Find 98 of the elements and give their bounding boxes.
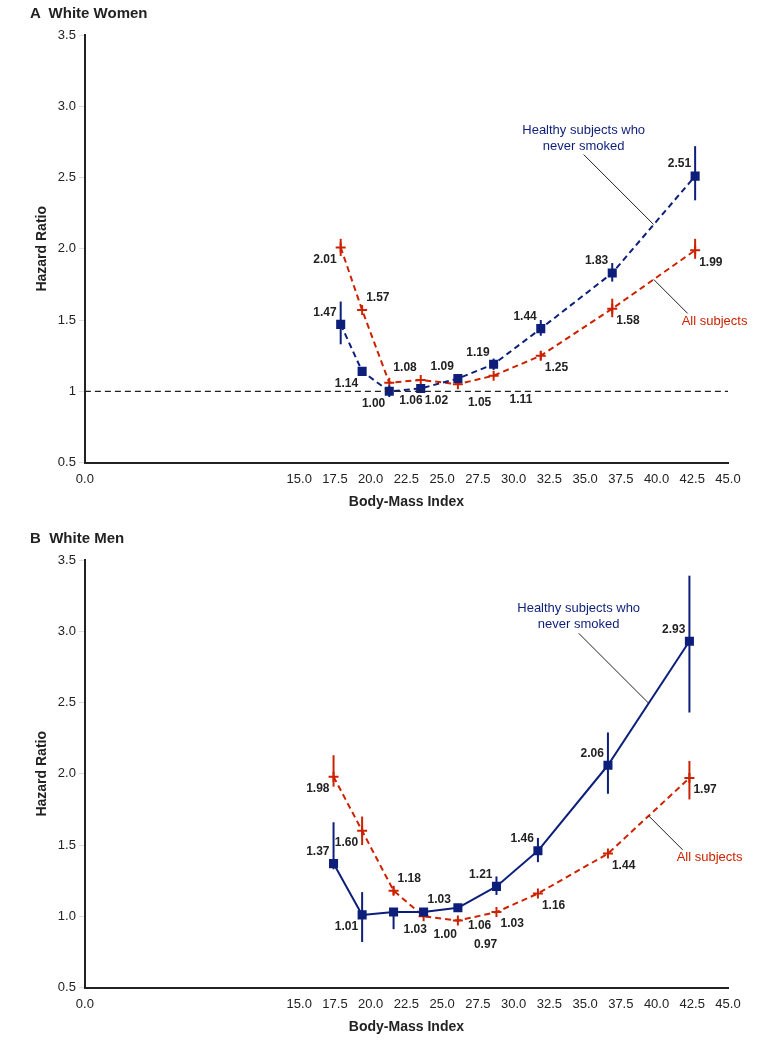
x-axis-title: Body-Mass Index	[348, 1018, 465, 1035]
x-tick-label: 40.0	[643, 995, 670, 1011]
x-tick-label: 15.0	[286, 470, 312, 486]
x-tick-label: 17.5	[322, 995, 348, 1011]
y-tick-label: 3.5	[57, 551, 76, 567]
data-label: 1.11	[509, 391, 533, 406]
y-tick-label: 1.0	[57, 907, 76, 923]
data-label: 1.58	[616, 312, 640, 327]
y-tick-label: 3.0	[57, 97, 76, 113]
point	[453, 903, 463, 913]
x-tick-label: 0.0	[75, 995, 94, 1011]
point	[607, 268, 617, 278]
data-label: 2.06	[580, 745, 605, 760]
y-axis-title: Hazard Ratio	[33, 206, 50, 292]
x-tick-label: 27.5	[465, 470, 491, 486]
data-label: 2.51	[667, 156, 692, 171]
data-label: 1.44	[513, 308, 538, 323]
point	[357, 366, 367, 376]
point	[531, 887, 544, 900]
point	[451, 914, 464, 927]
data-label: 1.21	[469, 866, 493, 881]
x-axis-title: Body-Mass Index	[348, 493, 465, 510]
y-tick-label: 2.0	[57, 240, 76, 256]
x-tick-label: 0.0	[75, 470, 94, 486]
text: Healthy subjects who never smoked	[517, 600, 641, 632]
data-label: 1.05	[467, 394, 492, 409]
x-tick-label: 32.5	[536, 470, 563, 486]
data-label: 1.14	[334, 375, 359, 390]
x-tick-label: 37.5	[608, 470, 634, 486]
data-label: 1.60	[334, 835, 359, 850]
y-axis-title: Hazard Ratio	[33, 731, 50, 817]
chart-title: A White Women	[30, 4, 148, 22]
y-tick-label: 1	[68, 382, 76, 398]
x-tick-label: 25.0	[429, 470, 455, 486]
x-tick-label: 20.0	[358, 995, 384, 1011]
point	[601, 847, 614, 860]
point	[487, 369, 500, 382]
x-tick-label: 35.0	[572, 995, 598, 1011]
x-tick-label: 20.0	[358, 470, 384, 486]
data-label: 1.03	[500, 916, 525, 931]
x-tick-label: 45.0	[715, 995, 741, 1011]
x-tick-label: 30.0	[500, 470, 527, 486]
data-label: 1.97	[693, 782, 718, 797]
data-label: 1.06	[467, 918, 492, 933]
y-tick-label: 0.5	[57, 454, 76, 470]
text: All subjects	[681, 312, 748, 328]
data-label: 1.57	[366, 290, 390, 305]
data-label: 1.47	[313, 304, 338, 319]
x-tick-label: 27.5	[465, 995, 491, 1011]
data-label: 1.83	[584, 253, 609, 268]
y-tick-label: 0.5	[57, 979, 76, 995]
data-label: 1.25	[544, 360, 569, 375]
data-label: 1.02	[424, 392, 449, 407]
data-label: 1.00	[361, 395, 386, 410]
x-tick-label: 40.0	[643, 470, 670, 486]
point	[419, 907, 429, 917]
x-tick-label: 25.0	[429, 995, 455, 1011]
point	[453, 373, 463, 384]
data-label: 1.19	[466, 344, 490, 359]
data-label: 1.18	[397, 870, 422, 885]
y-tick-label: 3.0	[57, 622, 76, 638]
data-label: 1.37	[306, 843, 330, 858]
x-tick-label: 22.5	[393, 470, 420, 486]
x-tick-label: 42.5	[679, 470, 705, 486]
data-label: 1.03	[403, 922, 428, 937]
data-label: 1.09	[430, 358, 455, 373]
y-tick-label: 1.5	[57, 836, 76, 852]
y-tick-label: 3.5	[57, 26, 76, 42]
x-tick-label: 45.0	[715, 470, 741, 486]
x-tick-label: 15.0	[286, 995, 312, 1011]
x-tick-label: 37.5	[608, 995, 634, 1011]
data-label: 1.03	[427, 892, 452, 907]
data-label: 1.98	[306, 780, 330, 795]
x-tick-label: 42.5	[679, 995, 705, 1011]
data-label: 1.06	[399, 393, 423, 408]
y-tick-label: 2.0	[57, 765, 76, 781]
data-label: 1.16	[541, 897, 566, 912]
point	[416, 383, 426, 394]
y-tick-label: 2.5	[57, 694, 76, 710]
data-label: 1.44	[611, 857, 636, 872]
x-tick-label: 30.0	[500, 995, 527, 1011]
data-label: 1.08	[393, 360, 418, 375]
data-label: 1.99	[699, 254, 723, 269]
text: Healthy subjects who never smoked	[522, 121, 646, 153]
data-label: 1.00	[433, 926, 458, 941]
chart-title: B White Men	[30, 529, 125, 547]
data-label: 1.01	[334, 919, 359, 934]
data-label: 2.01	[313, 251, 338, 266]
y-tick-label: 1.5	[57, 311, 76, 327]
x-tick-label: 35.0	[572, 470, 598, 486]
x-tick-label: 22.5	[393, 995, 420, 1011]
data-label: 1.46	[510, 831, 535, 846]
x-tick-label: 32.5	[536, 995, 563, 1011]
text: All subjects	[676, 848, 743, 864]
y-tick-label: 2.5	[57, 169, 76, 185]
x-tick-label: 17.5	[322, 470, 348, 486]
data-label: 2.93	[662, 621, 686, 636]
data-label: 0.97	[473, 936, 498, 951]
